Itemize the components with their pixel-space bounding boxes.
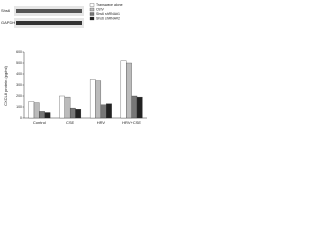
y-tick-label: 600: [16, 50, 22, 54]
legend-swatch: [89, 12, 95, 16]
legend-label: Transwave alone: [96, 3, 123, 7]
blot-label: GAPDH: [1, 20, 15, 25]
bar: [126, 62, 132, 119]
bar: [28, 101, 35, 119]
bar: [89, 79, 96, 119]
legend-swatch: [89, 7, 95, 12]
bar: [44, 112, 51, 119]
legend-swatch: [89, 3, 95, 7]
y-tick-label: 100: [16, 105, 22, 109]
western-blot: Shs6 GAPDH: [1, 6, 84, 28]
bar: [33, 102, 40, 119]
blot-label: Shs6: [1, 8, 11, 13]
bar: [95, 80, 102, 119]
legend-label: Shs6 shRNA#2: [96, 16, 120, 20]
x-tick-label: CSE: [66, 120, 75, 125]
legend-swatch: [89, 16, 95, 21]
y-tick-label: 200: [16, 94, 22, 98]
y-tick-label: 500: [16, 61, 22, 65]
y-tick-label: 0: [20, 116, 22, 120]
legend-label: CtrlV: [96, 7, 104, 11]
blot-band: [16, 9, 82, 13]
bar: [120, 60, 127, 119]
y-tick-label: 300: [16, 83, 22, 87]
bar: [136, 96, 143, 119]
blot-band: [16, 21, 82, 25]
bar: [75, 109, 82, 119]
x-tick-label: HRV: [97, 120, 106, 125]
bar: [131, 95, 138, 119]
bar: [39, 111, 45, 119]
bar: [69, 107, 76, 119]
legend-label: Shs6 shRNA#1: [96, 12, 120, 16]
bar: [64, 96, 71, 119]
x-tick-label: HRV+CSE: [122, 120, 141, 125]
y-axis-label: CXCL8 protein (pg/ml): [3, 65, 8, 105]
y-tick-label: 400: [16, 72, 22, 76]
x-tick-label: Control: [33, 120, 46, 125]
figure: Shs6 GAPDH CXCL8 protein (pg/ml) 0 100 200…: [1, 3, 147, 125]
bar: [106, 103, 112, 119]
bar: [100, 104, 107, 119]
bar: [59, 95, 65, 119]
